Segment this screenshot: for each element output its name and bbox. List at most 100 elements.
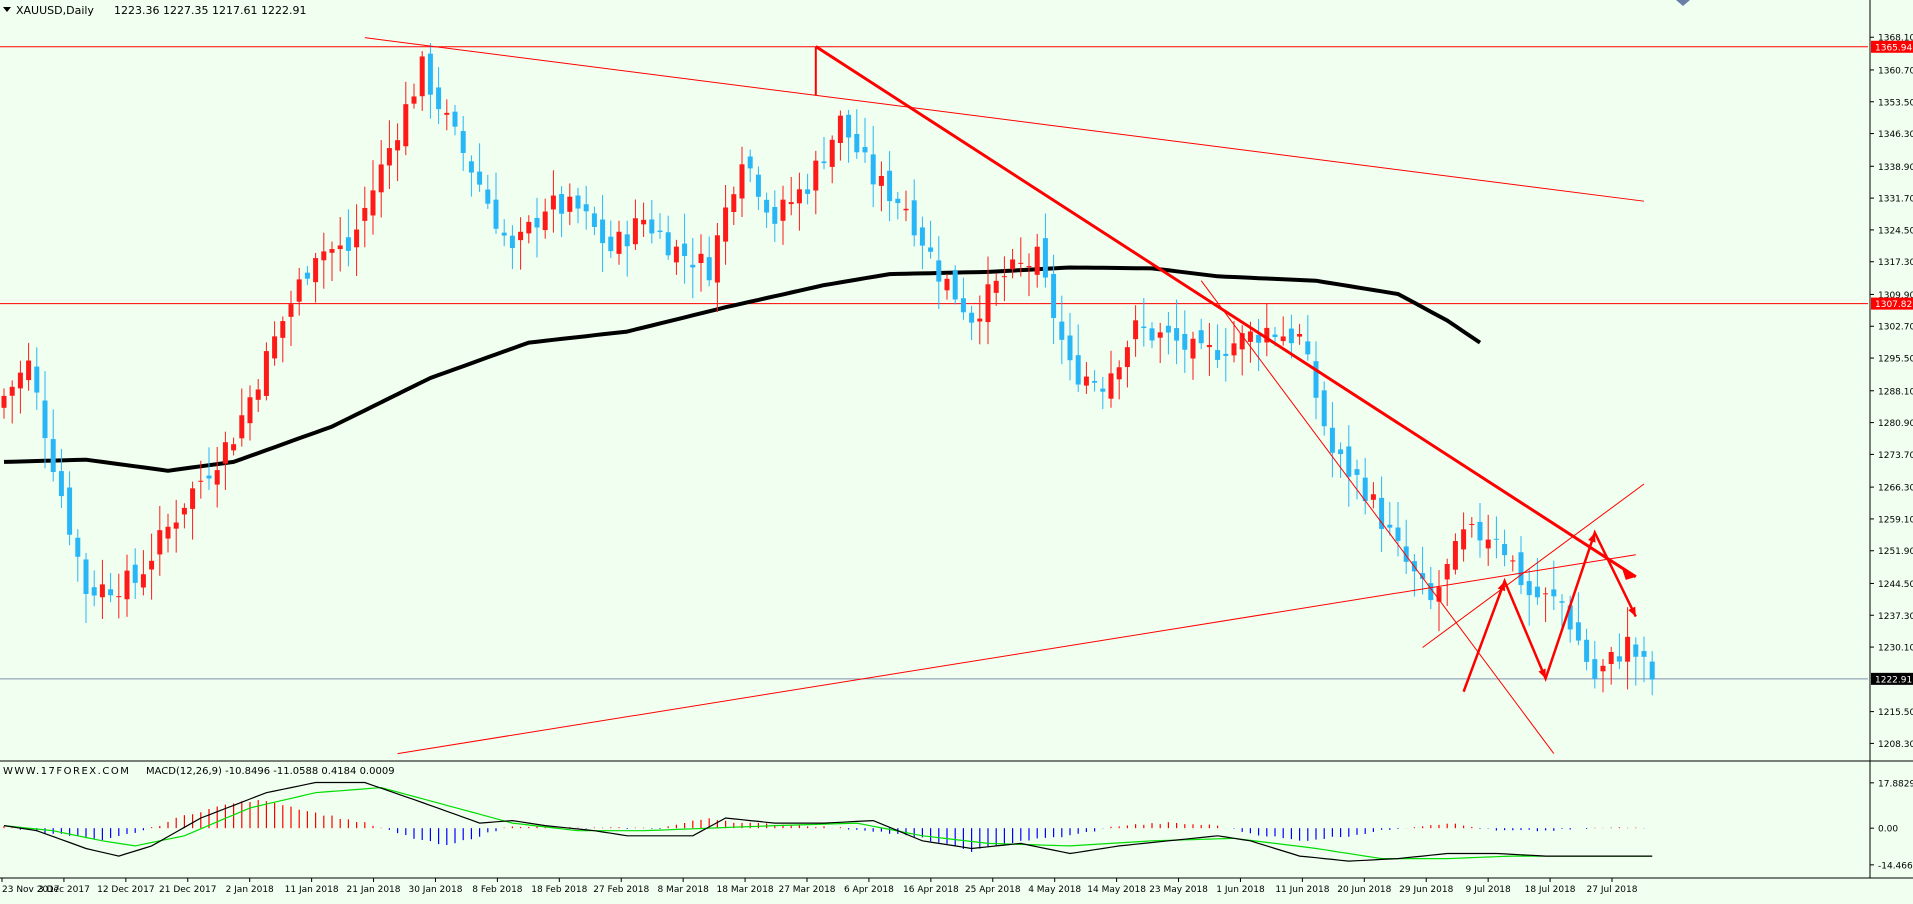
- candle[interactable]: [468, 155, 474, 197]
- candle[interactable]: [928, 220, 934, 259]
- candle[interactable]: [1034, 233, 1040, 288]
- candle[interactable]: [149, 533, 155, 600]
- candle[interactable]: [1133, 305, 1139, 357]
- candle[interactable]: [222, 431, 228, 491]
- candle[interactable]: [1100, 376, 1106, 410]
- candle[interactable]: [1452, 533, 1458, 575]
- candle[interactable]: [657, 213, 663, 239]
- candle[interactable]: [559, 186, 565, 237]
- candle[interactable]: [969, 305, 975, 341]
- candle[interactable]: [1534, 557, 1540, 605]
- candle[interactable]: [1461, 512, 1467, 562]
- candle[interactable]: [805, 173, 811, 205]
- candle[interactable]: [1231, 320, 1237, 363]
- candle[interactable]: [1625, 607, 1631, 690]
- candle[interactable]: [682, 213, 688, 284]
- candle[interactable]: [1420, 546, 1426, 595]
- candle[interactable]: [731, 186, 737, 226]
- candle[interactable]: [329, 241, 335, 282]
- candle[interactable]: [1042, 213, 1048, 288]
- candle[interactable]: [313, 252, 319, 303]
- trendline[interactable]: [1200, 280, 1555, 754]
- candle[interactable]: [58, 448, 64, 508]
- candle[interactable]: [255, 378, 261, 413]
- candle[interactable]: [345, 209, 351, 267]
- candle[interactable]: [108, 572, 114, 603]
- candle[interactable]: [1354, 459, 1360, 500]
- candle[interactable]: [641, 202, 647, 237]
- candle[interactable]: [1608, 646, 1614, 685]
- candle[interactable]: [1379, 476, 1385, 553]
- candle[interactable]: [1288, 314, 1294, 359]
- candle[interactable]: [985, 256, 991, 345]
- candle[interactable]: [977, 295, 983, 345]
- candle[interactable]: [1174, 299, 1180, 365]
- candle[interactable]: [575, 187, 581, 224]
- candle[interactable]: [1436, 570, 1442, 632]
- candle[interactable]: [1198, 318, 1204, 350]
- candle[interactable]: [124, 554, 130, 617]
- candle[interactable]: [993, 272, 999, 306]
- candle[interactable]: [624, 220, 630, 277]
- candle[interactable]: [862, 117, 868, 163]
- candle[interactable]: [99, 559, 105, 619]
- candle[interactable]: [1206, 322, 1212, 376]
- candle[interactable]: [1075, 324, 1081, 392]
- candle[interactable]: [919, 216, 925, 270]
- candle[interactable]: [1313, 341, 1319, 420]
- candle[interactable]: [616, 220, 622, 265]
- candle[interactable]: [1, 388, 7, 419]
- candle[interactable]: [518, 217, 524, 270]
- candle[interactable]: [1141, 298, 1147, 347]
- candle[interactable]: [1297, 323, 1303, 345]
- candle[interactable]: [944, 273, 950, 300]
- candle[interactable]: [427, 43, 433, 119]
- candle[interactable]: [50, 409, 56, 482]
- candle[interactable]: [1059, 295, 1065, 365]
- candle[interactable]: [870, 125, 876, 208]
- candle[interactable]: [821, 136, 827, 170]
- candle[interactable]: [296, 267, 302, 316]
- candle[interactable]: [1149, 322, 1155, 349]
- candle[interactable]: [1616, 633, 1622, 670]
- candle[interactable]: [911, 179, 917, 247]
- candle[interactable]: [140, 550, 146, 596]
- candle[interactable]: [714, 222, 720, 313]
- candle[interactable]: [83, 552, 89, 623]
- candle[interactable]: [362, 186, 368, 248]
- candle[interactable]: [1502, 529, 1508, 567]
- candle[interactable]: [764, 192, 770, 228]
- candle[interactable]: [67, 471, 73, 546]
- candle[interactable]: [173, 499, 179, 553]
- candle[interactable]: [1633, 637, 1639, 686]
- candle[interactable]: [190, 481, 196, 540]
- candle[interactable]: [796, 172, 802, 231]
- candle[interactable]: [1001, 256, 1007, 302]
- candle[interactable]: [1010, 248, 1016, 279]
- candle[interactable]: [1403, 519, 1409, 574]
- candle[interactable]: [1493, 516, 1499, 559]
- candle[interactable]: [739, 146, 745, 218]
- candle[interactable]: [1083, 362, 1089, 394]
- candle[interactable]: [1018, 237, 1024, 277]
- candle[interactable]: [1157, 322, 1163, 364]
- candle[interactable]: [780, 185, 786, 245]
- candle[interactable]: [591, 206, 597, 236]
- candle[interactable]: [837, 110, 843, 161]
- candle[interactable]: [1321, 381, 1327, 436]
- candle[interactable]: [1338, 442, 1344, 478]
- candle[interactable]: [706, 236, 712, 287]
- candle[interactable]: [386, 120, 392, 189]
- candle[interactable]: [485, 174, 491, 209]
- candle[interactable]: [444, 99, 450, 131]
- candle[interactable]: [272, 321, 278, 366]
- candle[interactable]: [17, 360, 23, 414]
- candle[interactable]: [1477, 503, 1483, 558]
- candle[interactable]: [263, 342, 269, 401]
- candle[interactable]: [747, 149, 753, 183]
- candle[interactable]: [887, 151, 893, 222]
- candle[interactable]: [1518, 536, 1524, 595]
- candle[interactable]: [878, 161, 884, 212]
- candle[interactable]: [9, 380, 15, 424]
